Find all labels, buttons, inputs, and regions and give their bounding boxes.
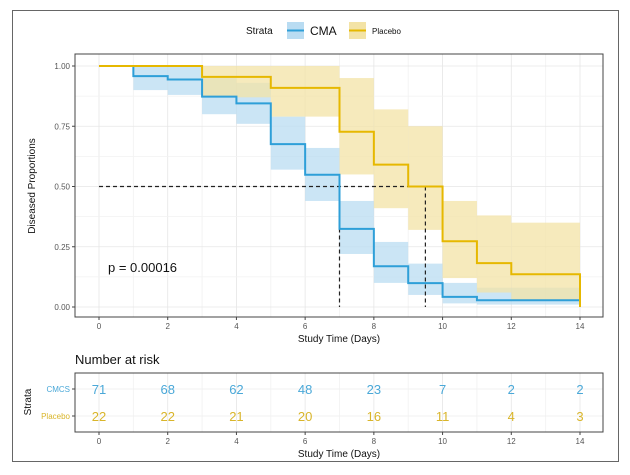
legend-label-placebo: Placebo — [372, 27, 401, 36]
risk-x-tick-label: 6 — [303, 437, 308, 446]
confidence-bands — [133, 66, 580, 305]
y-tick-label: 0.25 — [54, 243, 70, 252]
x-tick-label: 6 — [303, 322, 308, 331]
x-tick-label: 12 — [507, 322, 516, 331]
risk-value: 22 — [92, 409, 106, 424]
y-tick-label: 1.00 — [54, 62, 70, 71]
risk-value: 23 — [367, 382, 381, 397]
ci-band-cma — [339, 200, 374, 254]
ci-band-placebo — [373, 109, 409, 209]
y-tick-label: 0.00 — [54, 303, 70, 312]
risk-table-y-label: Strata — [23, 388, 34, 415]
ci-band-cma — [373, 241, 409, 283]
x-tick-label: 8 — [372, 322, 377, 331]
risk-value: 71 — [92, 382, 106, 397]
ci-band-placebo — [476, 215, 512, 293]
legend-label-cma: CMA — [310, 24, 337, 38]
ci-band-cma — [442, 282, 477, 304]
ci-band-placebo — [202, 66, 271, 98]
x-tick-label: 4 — [234, 322, 239, 331]
km-curve-placebo — [99, 65, 581, 307]
survival-curves — [99, 65, 581, 307]
risk-x-tick-label: 0 — [97, 437, 102, 446]
risk-value: 48 — [298, 382, 312, 397]
plot-panel-border — [74, 53, 604, 318]
risk-x-tick-label: 8 — [372, 437, 377, 446]
risk-value: 22 — [160, 409, 174, 424]
risk-value: 16 — [367, 409, 381, 424]
risk-x-tick-label: 10 — [438, 437, 447, 446]
y-tick-label: 0.75 — [54, 122, 70, 131]
ci-band-placebo — [511, 222, 580, 300]
risk-row-label: Placebo — [41, 412, 70, 421]
y-axis-ticks: 0.00 0.25 0.50 0.75 1.00 — [54, 62, 75, 312]
risk-table-grid — [75, 373, 603, 432]
x-axis-label: Study Time (Days) — [298, 334, 380, 345]
ci-band-placebo — [270, 66, 340, 117]
risk-x-tick-label: 4 — [234, 437, 239, 446]
legend: Strata CMA Placebo — [246, 22, 401, 39]
risk-table-title: Number at risk — [75, 352, 160, 367]
risk-value: 2 — [576, 382, 583, 397]
risk-value: 3 — [576, 409, 583, 424]
ci-band-placebo — [339, 78, 374, 175]
ci-band-cma — [133, 66, 168, 91]
x-tick-label: 10 — [438, 322, 447, 331]
risk-value: 11 — [436, 409, 450, 424]
risk-table-x-label: Study Time (Days) — [298, 449, 380, 460]
km-curve-cma — [99, 65, 581, 307]
ci-band-placebo — [442, 200, 477, 279]
x-tick-label: 14 — [576, 322, 585, 331]
risk-value: 68 — [160, 382, 174, 397]
y-tick-label: 0.50 — [54, 183, 70, 192]
risk-value: 62 — [229, 382, 243, 397]
risk-x-tick-label: 14 — [576, 437, 585, 446]
y-axis-label: Diseased Proportions — [27, 138, 38, 234]
x-tick-label: 2 — [165, 322, 170, 331]
risk-row-label: CMCS — [46, 385, 70, 394]
risk-x-tick-label: 12 — [507, 437, 516, 446]
x-axis-ticks: 0 2 4 6 8 10 12 14 — [97, 317, 585, 331]
median-lines — [99, 185, 426, 307]
risk-value: 20 — [298, 409, 312, 424]
risk-table-border — [74, 372, 604, 433]
x-tick-label: 0 — [97, 322, 102, 331]
ci-band-placebo — [408, 126, 443, 230]
risk-value: 21 — [229, 409, 243, 424]
risk-value: 2 — [508, 382, 515, 397]
legend-title: Strata — [246, 26, 273, 37]
figure-frame — [12, 10, 619, 462]
risk-x-tick-label: 2 — [165, 437, 170, 446]
risk-value: 7 — [439, 382, 446, 397]
p-value-annotation: p = 0.00016 — [108, 260, 177, 275]
risk-value: 4 — [508, 409, 515, 424]
